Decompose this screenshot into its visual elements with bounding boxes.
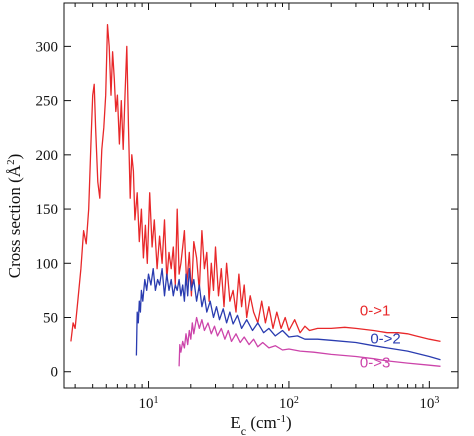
- y-axis-title-main: Cross section (Å: [5, 164, 24, 278]
- x-axis-title-sub: c: [241, 424, 246, 436]
- x-axis-title-end: ): [286, 413, 292, 432]
- x-tick-label-exponent: 1: [154, 395, 159, 406]
- series-line-3: [178, 316, 441, 367]
- y-tick-label: 150: [36, 202, 59, 218]
- y-tick-label: 50: [43, 311, 58, 327]
- x-tick-label: 101: [139, 395, 159, 413]
- x-tick-label-base: 10: [419, 396, 434, 412]
- y-tick-label: 0: [51, 365, 59, 381]
- y-axis-ticks: 0 50 100 150 200 250 300: [36, 39, 458, 381]
- series-label-1: 0->1: [360, 302, 390, 319]
- y-axis-title-sup: 2: [5, 159, 17, 165]
- x-axis-title: Ec (cm-1): [230, 413, 291, 436]
- x-tick-label-exponent: 2: [294, 395, 299, 406]
- y-tick-label: 250: [36, 94, 59, 110]
- x-axis-title-main: E: [230, 413, 240, 432]
- x-tick-label-exponent: 3: [434, 395, 439, 406]
- x-tick-label-base: 10: [279, 396, 294, 412]
- x-axis-title-sup: -1: [277, 413, 286, 425]
- x-tick-label: 103: [419, 395, 439, 413]
- series-label-3: 0->3: [360, 354, 390, 371]
- x-tick-label-base: 10: [139, 396, 154, 412]
- series-layer: [70, 24, 441, 367]
- x-axis-ticks: 101 102 103: [74, 3, 439, 413]
- series-line-1: [70, 24, 441, 343]
- y-tick-label: 200: [36, 148, 59, 164]
- series-line-2: [135, 268, 441, 361]
- x-tick-label: 102: [279, 395, 299, 413]
- y-tick-label: 100: [36, 256, 59, 272]
- plot-frame: [63, 2, 459, 389]
- y-axis-title: Cross section (Å2): [5, 154, 24, 279]
- y-tick-label: 300: [36, 39, 59, 55]
- series-label-2: 0->2: [370, 331, 400, 348]
- x-axis-title-mid: (cm: [246, 413, 277, 432]
- annotation-layer: 0->1 0->2 0->3: [360, 302, 401, 371]
- y-axis-title-end: ): [5, 154, 24, 160]
